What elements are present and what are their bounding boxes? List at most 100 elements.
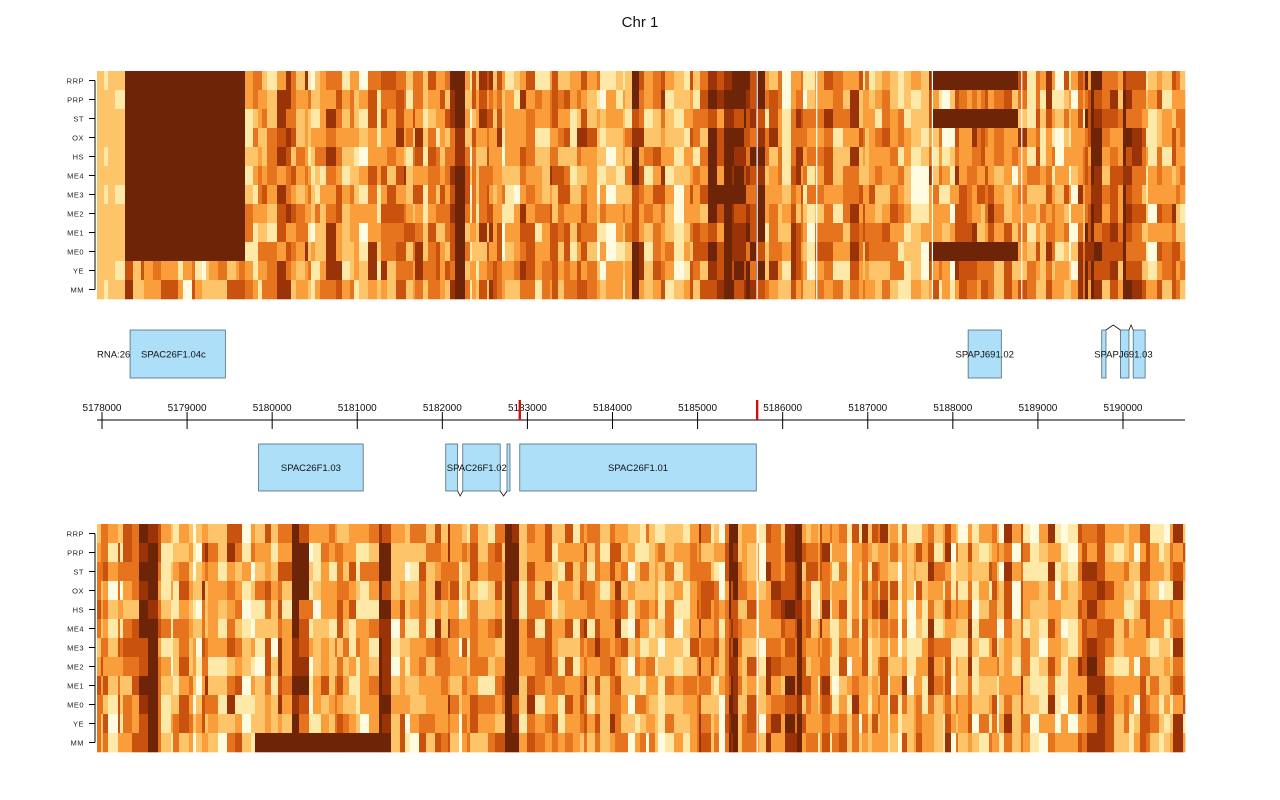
heatmap-cell bbox=[104, 204, 109, 224]
heatmap-cell bbox=[342, 204, 351, 224]
heatmap-cell bbox=[699, 657, 702, 677]
heatmap-cell bbox=[192, 223, 196, 243]
heatmap-cell bbox=[797, 676, 803, 696]
heatmap-cell bbox=[470, 261, 473, 281]
heatmap-cell bbox=[573, 543, 581, 563]
heatmap-cell bbox=[1142, 261, 1147, 281]
heatmap-cell bbox=[158, 581, 162, 601]
heatmap-cell bbox=[1030, 524, 1040, 544]
gene-spapj691-02[interactable]: SPAPJ691.02 bbox=[956, 329, 1014, 379]
heatmap-cell bbox=[932, 185, 940, 205]
heatmap-cell bbox=[914, 543, 917, 563]
heatmap-cell bbox=[428, 71, 437, 91]
heatmap-cell bbox=[1118, 204, 1124, 224]
heatmap-cell bbox=[406, 280, 414, 300]
heatmap-cell bbox=[1164, 619, 1171, 639]
heatmap-cell bbox=[977, 128, 982, 148]
row-label: YE bbox=[73, 720, 84, 729]
heatmap-cell bbox=[922, 600, 929, 620]
heatmap-cell bbox=[714, 543, 720, 563]
heatmap-cell bbox=[869, 280, 876, 300]
heatmap-cell bbox=[171, 638, 174, 658]
heatmap-cell bbox=[132, 695, 140, 715]
heatmap-cell bbox=[320, 242, 327, 262]
heatmap-cell bbox=[632, 223, 640, 243]
heatmap-cell bbox=[459, 657, 463, 677]
heatmap-cell bbox=[878, 581, 881, 601]
heatmap-cell bbox=[426, 619, 436, 639]
heatmap-cell bbox=[1183, 581, 1186, 601]
heatmap-cell bbox=[882, 204, 891, 224]
heatmap-cell bbox=[245, 204, 254, 224]
heatmap-cell bbox=[286, 147, 292, 167]
heatmap-cell bbox=[1183, 524, 1186, 544]
heatmap-cell bbox=[139, 562, 149, 582]
heatmap-cell bbox=[245, 166, 254, 186]
heatmap-cell bbox=[329, 733, 336, 753]
heatmap-cell bbox=[1097, 657, 1106, 677]
heatmap-cell bbox=[1159, 714, 1165, 734]
heatmap-cell bbox=[1085, 166, 1089, 186]
heatmap-cell bbox=[922, 524, 929, 544]
heatmap-cell bbox=[308, 147, 312, 167]
gene-rna-260[interactable]: RNA:260 bbox=[97, 350, 136, 361]
heatmap-cell bbox=[711, 733, 715, 753]
heatmap-cell bbox=[1170, 524, 1174, 544]
heatmap-cell bbox=[665, 185, 675, 205]
heatmap-cell bbox=[320, 185, 327, 205]
heatmap-cell bbox=[286, 204, 292, 224]
heatmap-cell bbox=[584, 733, 588, 753]
heatmap-cell bbox=[262, 90, 268, 110]
gene-spac26f1-02[interactable]: SPAC26F1.02 bbox=[445, 443, 511, 497]
gene-spac26f1-01[interactable]: SPAC26F1.01 bbox=[519, 443, 757, 492]
heatmap-cell bbox=[781, 676, 786, 696]
heatmap-cell bbox=[757, 581, 760, 601]
heatmap-cell bbox=[616, 166, 624, 186]
gene-spac26f1-03[interactable]: SPAC26F1.03 bbox=[258, 443, 364, 492]
heatmap-cell bbox=[505, 524, 513, 544]
heatmap-cell bbox=[806, 562, 812, 582]
heatmap-cell bbox=[196, 581, 203, 601]
heatmap-cell bbox=[985, 109, 989, 129]
heatmap-cell bbox=[379, 733, 383, 753]
heatmap-cell bbox=[179, 543, 190, 563]
heatmap-cell bbox=[959, 71, 968, 91]
gene-spapj691-03[interactable]: SPAPJ691.03 bbox=[1094, 323, 1153, 379]
gene-spac26f1-04c[interactable]: SPAC26F1.04c bbox=[129, 329, 226, 379]
heatmap-cell bbox=[292, 714, 300, 734]
heatmap-cell bbox=[1164, 600, 1171, 620]
heatmap-cell bbox=[450, 90, 456, 110]
heatmap-cell bbox=[173, 714, 180, 734]
heatmap-cell bbox=[1146, 185, 1149, 205]
heatmap-cell bbox=[253, 147, 259, 167]
heatmap-cell bbox=[550, 185, 553, 205]
heatmap-cell bbox=[1164, 676, 1171, 696]
heatmap-cell bbox=[765, 128, 770, 148]
heatmap-cell bbox=[989, 600, 993, 620]
heatmap-cell bbox=[1170, 562, 1174, 582]
heatmap-cell bbox=[1157, 128, 1163, 148]
heatmap-cell bbox=[1123, 185, 1127, 205]
heatmap-cell bbox=[519, 676, 528, 696]
heatmap-cell bbox=[360, 543, 370, 563]
heatmap-cell bbox=[956, 657, 959, 677]
heatmap-cell bbox=[658, 543, 666, 563]
heatmap-cell bbox=[387, 71, 397, 91]
heatmap-cell bbox=[815, 280, 825, 300]
heatmap-cell bbox=[1146, 166, 1149, 186]
heatmap-cell bbox=[943, 524, 946, 544]
heatmap-cell bbox=[997, 543, 1000, 563]
heatmap-cell bbox=[797, 543, 803, 563]
heatmap-cell bbox=[665, 223, 675, 243]
heatmap-cell bbox=[308, 242, 312, 262]
heatmap-cell bbox=[1172, 147, 1177, 167]
heatmap-cell bbox=[436, 109, 441, 129]
heatmap-cell bbox=[658, 733, 666, 753]
heatmap-cell bbox=[1023, 714, 1031, 734]
heatmap-cell bbox=[227, 676, 236, 696]
heatmap-cell bbox=[658, 619, 666, 639]
heatmap-cell bbox=[742, 733, 748, 753]
heatmap-cell bbox=[478, 562, 489, 582]
heatmap-cell bbox=[1018, 223, 1028, 243]
heatmap-cell bbox=[628, 619, 636, 639]
